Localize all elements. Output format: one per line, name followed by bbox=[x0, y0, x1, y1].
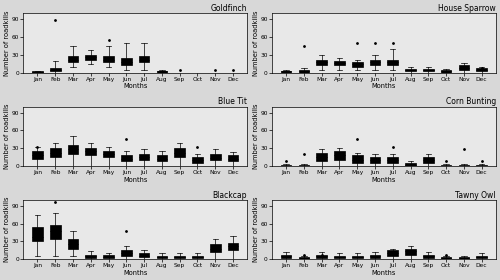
X-axis label: Months: Months bbox=[372, 83, 396, 89]
Text: Blue Tit: Blue Tit bbox=[218, 97, 247, 106]
PathPatch shape bbox=[388, 157, 398, 163]
PathPatch shape bbox=[174, 256, 185, 258]
PathPatch shape bbox=[316, 60, 327, 66]
Y-axis label: Number of roadkills: Number of roadkills bbox=[253, 10, 259, 76]
Text: Corn Bunting: Corn Bunting bbox=[446, 97, 496, 106]
PathPatch shape bbox=[32, 151, 43, 159]
PathPatch shape bbox=[405, 163, 416, 166]
PathPatch shape bbox=[388, 250, 398, 256]
PathPatch shape bbox=[405, 249, 416, 255]
Text: Goldfinch: Goldfinch bbox=[210, 4, 247, 13]
PathPatch shape bbox=[68, 145, 78, 154]
X-axis label: Months: Months bbox=[123, 176, 148, 183]
PathPatch shape bbox=[139, 154, 149, 160]
PathPatch shape bbox=[316, 255, 327, 258]
PathPatch shape bbox=[280, 71, 291, 73]
PathPatch shape bbox=[476, 68, 487, 71]
PathPatch shape bbox=[370, 157, 380, 163]
PathPatch shape bbox=[423, 69, 434, 71]
PathPatch shape bbox=[316, 153, 327, 161]
PathPatch shape bbox=[352, 256, 362, 258]
PathPatch shape bbox=[156, 155, 167, 161]
PathPatch shape bbox=[32, 71, 43, 73]
PathPatch shape bbox=[86, 255, 96, 258]
PathPatch shape bbox=[280, 255, 291, 258]
PathPatch shape bbox=[210, 154, 220, 160]
Text: Blackcap: Blackcap bbox=[212, 191, 247, 200]
PathPatch shape bbox=[192, 157, 203, 163]
PathPatch shape bbox=[334, 151, 344, 160]
PathPatch shape bbox=[139, 253, 149, 258]
Y-axis label: Number of roadkills: Number of roadkills bbox=[253, 104, 259, 169]
PathPatch shape bbox=[388, 60, 398, 66]
X-axis label: Months: Months bbox=[372, 270, 396, 276]
PathPatch shape bbox=[103, 56, 114, 62]
PathPatch shape bbox=[280, 165, 291, 166]
PathPatch shape bbox=[440, 257, 452, 259]
X-axis label: Months: Months bbox=[372, 176, 396, 183]
Text: House Sparrow: House Sparrow bbox=[438, 4, 496, 13]
PathPatch shape bbox=[458, 66, 469, 70]
PathPatch shape bbox=[298, 257, 309, 259]
Y-axis label: Number of roadkills: Number of roadkills bbox=[4, 104, 10, 169]
PathPatch shape bbox=[50, 225, 60, 239]
PathPatch shape bbox=[423, 157, 434, 163]
PathPatch shape bbox=[68, 239, 78, 249]
PathPatch shape bbox=[32, 227, 43, 241]
PathPatch shape bbox=[103, 255, 114, 258]
PathPatch shape bbox=[352, 155, 362, 163]
PathPatch shape bbox=[228, 243, 238, 250]
PathPatch shape bbox=[68, 56, 78, 62]
PathPatch shape bbox=[139, 56, 149, 62]
Y-axis label: Number of roadkills: Number of roadkills bbox=[253, 197, 259, 262]
PathPatch shape bbox=[50, 148, 60, 157]
PathPatch shape bbox=[86, 55, 96, 60]
PathPatch shape bbox=[121, 155, 132, 161]
PathPatch shape bbox=[121, 58, 132, 66]
PathPatch shape bbox=[298, 70, 309, 73]
PathPatch shape bbox=[334, 256, 344, 258]
PathPatch shape bbox=[156, 256, 167, 258]
PathPatch shape bbox=[440, 70, 452, 73]
PathPatch shape bbox=[103, 151, 114, 157]
X-axis label: Months: Months bbox=[123, 83, 148, 89]
PathPatch shape bbox=[370, 255, 380, 258]
Text: Tawny Owl: Tawny Owl bbox=[456, 191, 496, 200]
PathPatch shape bbox=[298, 165, 309, 166]
PathPatch shape bbox=[50, 68, 60, 71]
PathPatch shape bbox=[156, 71, 167, 73]
PathPatch shape bbox=[440, 165, 452, 166]
X-axis label: Months: Months bbox=[123, 270, 148, 276]
Y-axis label: Number of roadkills: Number of roadkills bbox=[4, 197, 10, 262]
PathPatch shape bbox=[210, 244, 220, 252]
PathPatch shape bbox=[370, 60, 380, 66]
PathPatch shape bbox=[476, 256, 487, 258]
PathPatch shape bbox=[121, 250, 132, 256]
PathPatch shape bbox=[352, 62, 362, 67]
PathPatch shape bbox=[192, 256, 203, 258]
PathPatch shape bbox=[405, 69, 416, 71]
PathPatch shape bbox=[458, 257, 469, 259]
PathPatch shape bbox=[476, 165, 487, 166]
PathPatch shape bbox=[334, 61, 344, 66]
PathPatch shape bbox=[174, 148, 185, 157]
Y-axis label: Number of roadkills: Number of roadkills bbox=[4, 10, 10, 76]
PathPatch shape bbox=[228, 155, 238, 161]
PathPatch shape bbox=[458, 165, 469, 166]
PathPatch shape bbox=[423, 255, 434, 258]
PathPatch shape bbox=[86, 148, 96, 155]
